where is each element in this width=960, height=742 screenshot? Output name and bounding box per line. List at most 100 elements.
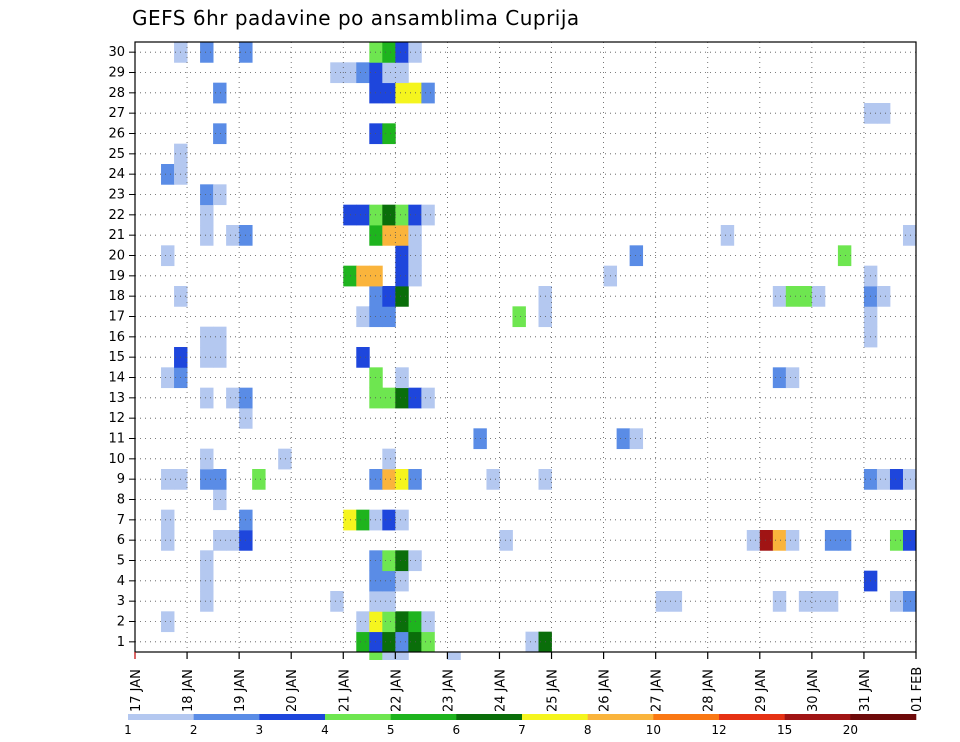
y-tick-label: 13 <box>108 391 125 406</box>
colorbar-label: 6 <box>453 723 461 737</box>
heatmap-cell <box>382 123 396 145</box>
heatmap-cell <box>655 591 670 612</box>
heatmap-cell <box>343 204 357 226</box>
heatmap-cell <box>395 652 409 660</box>
colorbar-swatch <box>587 714 654 720</box>
heatmap-cell <box>213 123 227 145</box>
heatmap-cell <box>876 469 891 490</box>
heatmap-cell <box>395 82 409 104</box>
heatmap-cell <box>161 611 175 633</box>
y-tick-label: 1 <box>117 635 125 650</box>
heatmap-cell <box>382 204 396 226</box>
heatmap-cell <box>369 469 383 490</box>
heatmap-cell <box>369 387 383 409</box>
colorbar-swatch <box>259 714 326 720</box>
heatmap-cell <box>525 631 539 653</box>
heatmap-cell <box>421 204 435 226</box>
heatmap-cell <box>447 652 461 660</box>
heatmap-cell <box>629 428 644 450</box>
heatmap-cell <box>876 103 891 124</box>
heatmap-cell <box>200 42 214 63</box>
heatmap-cell <box>720 225 735 246</box>
heatmap-cell <box>369 82 383 104</box>
heatmap-cell <box>421 611 435 633</box>
heatmap-cell <box>382 509 396 531</box>
heatmap-cell <box>395 286 409 307</box>
heatmap-cell <box>395 42 409 63</box>
heatmap-cell <box>837 245 852 267</box>
y-tick-label: 6 <box>117 533 125 548</box>
x-tick-label: 01 FEB <box>910 667 925 712</box>
heatmap-cell <box>356 265 370 287</box>
heatmap-cell <box>213 489 227 511</box>
heatmap-cell <box>369 591 383 612</box>
y-tick-label: 29 <box>108 66 125 81</box>
y-tick-label: 9 <box>117 472 125 487</box>
heatmap-cell <box>824 530 839 551</box>
heatmap-cell <box>902 469 917 490</box>
heatmap-cell <box>200 387 214 409</box>
y-tick-label: 24 <box>108 167 125 182</box>
y-tick-label: 4 <box>117 574 125 589</box>
heatmap-cell <box>772 591 787 612</box>
y-tick-label: 27 <box>108 106 125 121</box>
colorbar-label: 12 <box>711 723 726 737</box>
x-tick-label: 22 JAN <box>389 669 404 712</box>
heatmap-cell <box>356 611 370 633</box>
x-tick-label: 25 JAN <box>546 669 561 712</box>
heatmap-cell <box>356 204 370 226</box>
heatmap-cell <box>161 164 175 185</box>
x-tick-label: 18 JAN <box>181 669 196 712</box>
heatmap-cell <box>811 591 826 612</box>
y-tick-label: 17 <box>108 310 125 325</box>
heatmap-cell <box>785 286 800 307</box>
heatmap-cell <box>395 204 409 226</box>
heatmap-cell <box>330 62 344 84</box>
heatmap-cell <box>226 225 240 246</box>
heatmap-cell <box>395 265 409 287</box>
x-tick-label: 27 JAN <box>650 669 665 712</box>
heatmap-cell <box>395 469 409 490</box>
heatmap-cell <box>200 204 214 226</box>
y-tick-label: 3 <box>117 594 125 609</box>
heatmap-cell <box>512 306 526 328</box>
x-tick-label: 31 JAN <box>858 669 873 712</box>
heatmap-cell <box>226 530 240 551</box>
heatmap-cell <box>226 387 240 409</box>
y-tick-label: 30 <box>108 45 125 60</box>
heatmap-cell <box>343 62 357 84</box>
y-tick-label: 5 <box>117 554 125 569</box>
colorbar-swatch <box>522 714 588 720</box>
y-tick-label: 8 <box>117 493 125 508</box>
heatmap-cell <box>382 387 396 409</box>
chart-title: GEFS 6hr padavine po ansamblima Cuprija <box>132 6 580 30</box>
heatmap-cell <box>200 347 214 368</box>
heatmap-cell <box>746 530 761 551</box>
heatmap-cell <box>213 347 227 368</box>
heatmap-cell <box>382 62 396 84</box>
heatmap-cell <box>824 591 839 612</box>
heatmap-cell <box>395 570 409 592</box>
heatmap-cell <box>421 82 435 104</box>
y-tick-label: 16 <box>108 330 125 345</box>
x-tick-label: 23 JAN <box>441 669 456 712</box>
heatmap-cell <box>382 591 396 612</box>
heatmap-cell <box>369 225 383 246</box>
heatmap-cell <box>616 428 631 450</box>
x-tick-label: 28 JAN <box>702 669 717 712</box>
heatmap-cell <box>278 448 292 470</box>
colorbar-swatch <box>390 714 457 720</box>
heatmap-cell <box>213 184 227 206</box>
heatmap-cell <box>161 245 175 267</box>
heatmap-cell <box>382 306 396 328</box>
heatmap-cell <box>382 286 396 307</box>
y-tick-label: 20 <box>108 249 125 264</box>
heatmap-cell <box>161 509 175 531</box>
colorbar-swatch <box>653 714 720 720</box>
heatmap-cell <box>382 469 396 490</box>
heatmap-cell <box>395 387 409 409</box>
heatmap-cell <box>395 367 409 389</box>
heatmap-cell <box>213 82 227 104</box>
heatmap-cell <box>213 469 227 490</box>
